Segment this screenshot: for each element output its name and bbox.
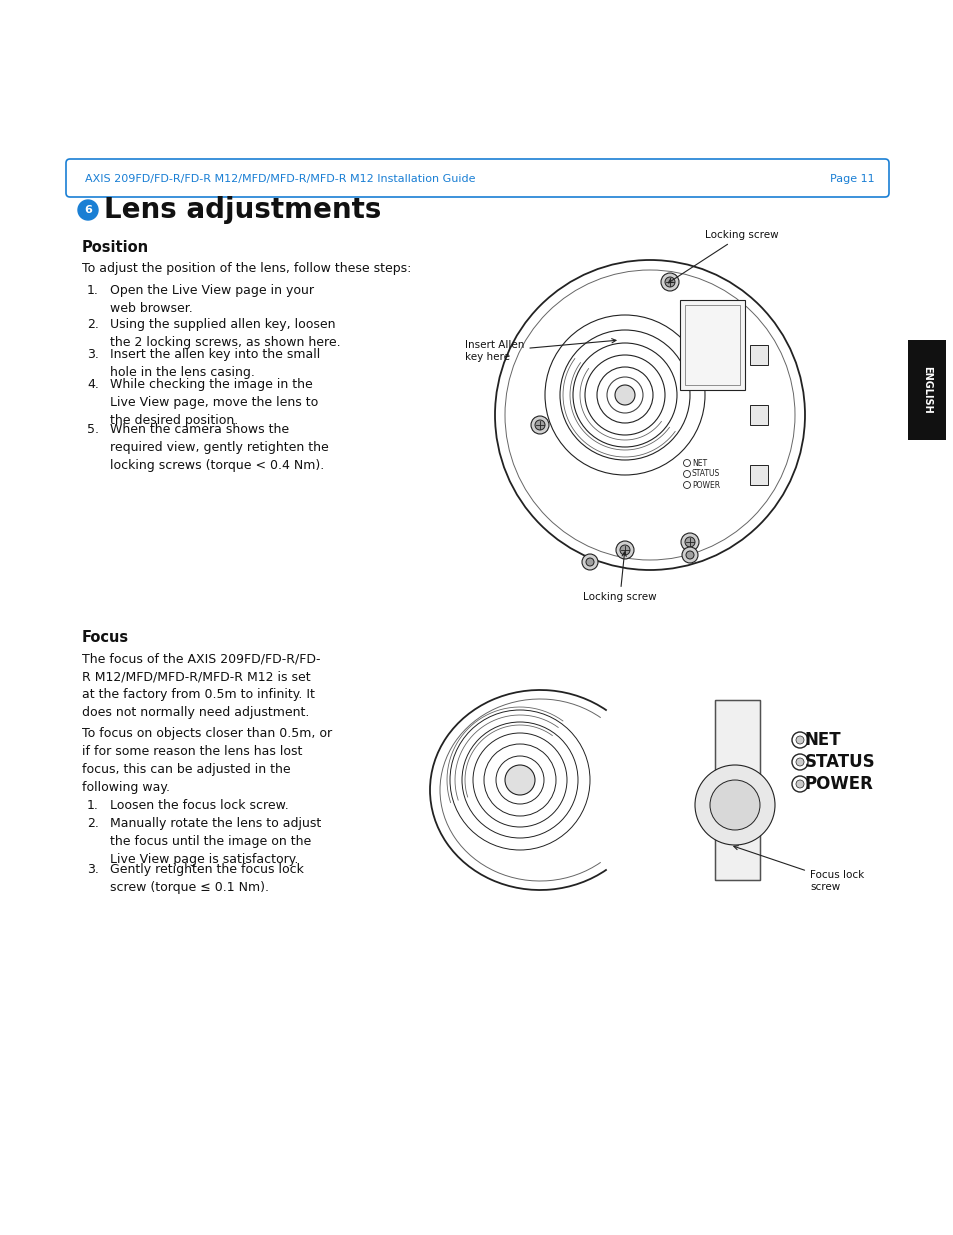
- Text: ENGLISH: ENGLISH: [921, 366, 931, 414]
- Circle shape: [535, 420, 544, 430]
- Bar: [714, 700, 760, 881]
- Circle shape: [664, 277, 675, 287]
- Text: When the camera shows the
required view, gently retighten the
locking screws (to: When the camera shows the required view,…: [110, 424, 329, 472]
- Circle shape: [680, 534, 699, 551]
- Text: 3.: 3.: [87, 863, 99, 876]
- Circle shape: [585, 558, 594, 566]
- Text: Position: Position: [82, 240, 149, 254]
- Text: 5.: 5.: [87, 424, 99, 436]
- Text: 1.: 1.: [87, 284, 99, 296]
- Bar: [679, 300, 744, 390]
- Circle shape: [685, 551, 693, 559]
- Text: Focus: Focus: [82, 630, 129, 645]
- Circle shape: [695, 764, 774, 845]
- Text: Gently retighten the focus lock
screw (torque ≤ 0.1 Nm).: Gently retighten the focus lock screw (t…: [110, 863, 304, 894]
- Text: Locking screw: Locking screw: [582, 552, 656, 601]
- Text: 2.: 2.: [87, 317, 99, 331]
- Circle shape: [681, 547, 698, 563]
- Circle shape: [504, 270, 794, 559]
- Circle shape: [795, 781, 803, 788]
- Text: POWER: POWER: [804, 776, 873, 793]
- Text: Open the Live View page in your
web browser.: Open the Live View page in your web brow…: [110, 284, 314, 315]
- Text: Manually rotate the lens to adjust
the focus until the image on the
Live View pa: Manually rotate the lens to adjust the f…: [110, 818, 321, 866]
- Bar: [749, 405, 767, 425]
- Text: The focus of the AXIS 209FD/FD-R/FD-
R M12/MFD/MFD-R/MFD-R M12 is set
at the fac: The focus of the AXIS 209FD/FD-R/FD- R M…: [82, 652, 320, 719]
- Text: AXIS 209FD/FD-R/FD-R M12/MFD/MFD-R/MFD-R M12 Installation Guide: AXIS 209FD/FD-R/FD-R M12/MFD/MFD-R/MFD-R…: [85, 174, 475, 184]
- Bar: [749, 466, 767, 485]
- Circle shape: [581, 555, 598, 571]
- Circle shape: [615, 385, 635, 405]
- Text: Lens adjustments: Lens adjustments: [104, 196, 381, 224]
- Circle shape: [616, 541, 634, 559]
- Text: Loosen the focus lock screw.: Loosen the focus lock screw.: [110, 799, 289, 811]
- Text: 4.: 4.: [87, 378, 99, 391]
- Circle shape: [531, 416, 548, 433]
- Text: Using the supplied allen key, loosen
the 2 locking screws, as shown here.: Using the supplied allen key, loosen the…: [110, 317, 340, 350]
- Circle shape: [709, 781, 760, 830]
- Text: To focus on objects closer than 0.5m, or
if for some reason the lens has lost
fo: To focus on objects closer than 0.5m, or…: [82, 727, 332, 794]
- Text: NET: NET: [804, 731, 841, 748]
- Text: 3.: 3.: [87, 348, 99, 361]
- Text: NET: NET: [691, 458, 706, 468]
- Circle shape: [78, 200, 98, 220]
- FancyBboxPatch shape: [66, 159, 888, 198]
- Text: 1.: 1.: [87, 799, 99, 811]
- Text: POWER: POWER: [691, 480, 720, 489]
- Circle shape: [684, 537, 695, 547]
- Text: Page 11: Page 11: [829, 174, 874, 184]
- Text: To adjust the position of the lens, follow these steps:: To adjust the position of the lens, foll…: [82, 262, 411, 275]
- Bar: [907, 340, 945, 440]
- Circle shape: [619, 545, 629, 555]
- Text: Focus lock
screw: Focus lock screw: [733, 846, 863, 892]
- Text: STATUS: STATUS: [691, 469, 720, 478]
- Circle shape: [495, 261, 804, 571]
- Text: Insert Allen
key here: Insert Allen key here: [464, 338, 616, 362]
- Bar: [749, 345, 767, 366]
- Text: STATUS: STATUS: [804, 753, 875, 771]
- Text: 6: 6: [84, 205, 91, 215]
- Bar: [684, 305, 740, 385]
- Circle shape: [660, 273, 679, 291]
- Bar: [714, 700, 760, 881]
- Text: Insert the allen key into the small
hole in the lens casing.: Insert the allen key into the small hole…: [110, 348, 320, 379]
- Circle shape: [795, 758, 803, 766]
- Text: 2.: 2.: [87, 818, 99, 830]
- Text: While checking the image in the
Live View page, move the lens to
the desired pos: While checking the image in the Live Vie…: [110, 378, 318, 427]
- Circle shape: [504, 764, 535, 795]
- Circle shape: [795, 736, 803, 743]
- Text: Locking screw: Locking screw: [668, 230, 778, 283]
